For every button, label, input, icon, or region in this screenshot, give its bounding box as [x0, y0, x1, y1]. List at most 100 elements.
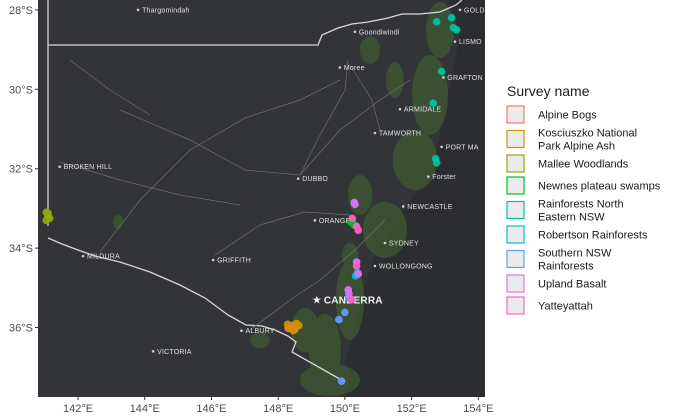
place-label: TAMWORTH — [379, 130, 421, 137]
survey-point — [352, 262, 361, 270]
place-label: GOLD — [464, 7, 485, 14]
place-label: BROKEN HILL — [64, 164, 112, 171]
place-label: PORT MA — [446, 144, 479, 151]
x-tick-label: 144°E — [130, 403, 160, 415]
place-marker — [240, 329, 243, 333]
y-tick-label: 28°S — [9, 5, 33, 17]
ocean-area — [345, 0, 485, 397]
survey-point — [432, 158, 441, 167]
place-marker — [383, 241, 387, 245]
legend-label: Robertson Rainforests — [538, 230, 648, 242]
legend-label: Rainforests North — [538, 199, 624, 211]
place-label: GRAFTON — [447, 75, 483, 82]
place-marker — [442, 76, 445, 79]
legend-label: Alpine Bogs — [538, 110, 597, 122]
y-axis: 28°S 30°S 32°S 34°S 36°S — [9, 5, 38, 335]
place-marker — [440, 145, 443, 149]
x-axis: 142°E 144°E 146°E 148°E 150°E 152°E 154°E — [63, 397, 493, 415]
place-marker — [136, 8, 140, 12]
place-marker — [353, 30, 357, 34]
road-network — [59, 59, 411, 331]
survey-points — [42, 14, 461, 385]
place-marker — [401, 205, 405, 208]
place-marker — [458, 8, 462, 12]
place-label: ARMIDALE — [404, 107, 442, 114]
state-borders — [47, 0, 463, 383]
place-marker — [58, 165, 61, 169]
survey-point — [354, 270, 363, 278]
legend-label: Rainforests — [538, 261, 594, 273]
place-label: MILDURA — [87, 254, 120, 261]
place-label: Thargomindah — [142, 7, 190, 14]
legend-key — [506, 105, 525, 124]
place-label: Forster — [432, 174, 456, 181]
legend-key — [506, 200, 525, 220]
place-marker — [35, 400, 38, 403]
x-tick-label: 148°E — [263, 403, 293, 415]
place-label: NEWCASTLE — [407, 204, 452, 211]
place-marker — [398, 107, 402, 111]
place-marker — [373, 131, 377, 135]
survey-point — [295, 321, 303, 330]
place-label: SYDNEY — [389, 240, 419, 247]
place-marker — [151, 350, 155, 353]
place-label: WOLLONGONG — [379, 263, 433, 270]
place-marker — [373, 264, 377, 268]
legend-label: Park Alpine Ash — [538, 141, 615, 153]
place-marker — [296, 177, 300, 180]
place-label: GRIFFITH — [217, 258, 251, 265]
place-marker — [453, 40, 457, 43]
legend-title: Survey name — [507, 83, 590, 99]
survey-point — [437, 67, 446, 76]
legend-label: Kosciuszko National — [538, 128, 637, 140]
survey-point — [337, 377, 346, 385]
legend-label: Upland Basalt — [538, 279, 607, 291]
survey-point — [289, 326, 298, 335]
x-tick-label: 142°E — [63, 403, 93, 415]
legend-key — [506, 154, 525, 173]
place-label: DUBBO — [302, 176, 328, 183]
place-marker — [175, 400, 178, 403]
legend: Survey name Alpine Bogs Kosciuszko Nation… — [506, 83, 661, 315]
survey-point — [354, 226, 363, 235]
survey-point — [347, 295, 356, 304]
survey-point — [449, 23, 458, 32]
place-marker — [426, 175, 430, 178]
survey-point — [44, 209, 52, 218]
place-label: ALBURY — [245, 328, 274, 335]
survey-point — [432, 17, 441, 26]
place-label: Moree — [344, 65, 365, 72]
legend-label: Mallee Woodlands — [538, 159, 629, 171]
place-label: ORANGE — [319, 218, 351, 225]
legend-key — [506, 296, 525, 315]
x-tick-label: 150°E — [330, 403, 360, 415]
capital-star-icon: ★ — [312, 294, 322, 307]
x-tick-label: 146°E — [196, 403, 226, 415]
survey-point — [429, 99, 438, 108]
survey-point — [447, 14, 456, 22]
place-label: VICTORIA — [157, 349, 192, 356]
y-tick-label: 32°S — [9, 164, 33, 176]
place-marker — [313, 219, 317, 222]
x-tick-label: 154°E — [463, 403, 493, 415]
legend-key — [506, 249, 525, 269]
legend-key — [506, 274, 525, 293]
map-panel: Thargomindah Goondiwindi Moree ARMIDALE GRAF… — [35, 0, 485, 403]
place-label: LISMO — [459, 39, 482, 46]
place-label: Goondiwindi — [359, 29, 400, 36]
y-tick-label: 36°S — [9, 323, 33, 335]
legend-key — [506, 225, 525, 244]
survey-point — [335, 315, 343, 324]
place-marker — [338, 66, 342, 69]
survey-point — [351, 200, 359, 209]
place-marker — [211, 258, 215, 262]
legend-label: Yatteyattah — [538, 301, 593, 313]
legend-label: Newnes plateau swamps — [538, 181, 661, 193]
legend-key — [506, 129, 525, 149]
legend-label: Southern NSW — [538, 248, 612, 260]
survey-point — [341, 308, 349, 317]
y-tick-label: 30°S — [9, 84, 33, 96]
survey-point — [344, 285, 353, 294]
